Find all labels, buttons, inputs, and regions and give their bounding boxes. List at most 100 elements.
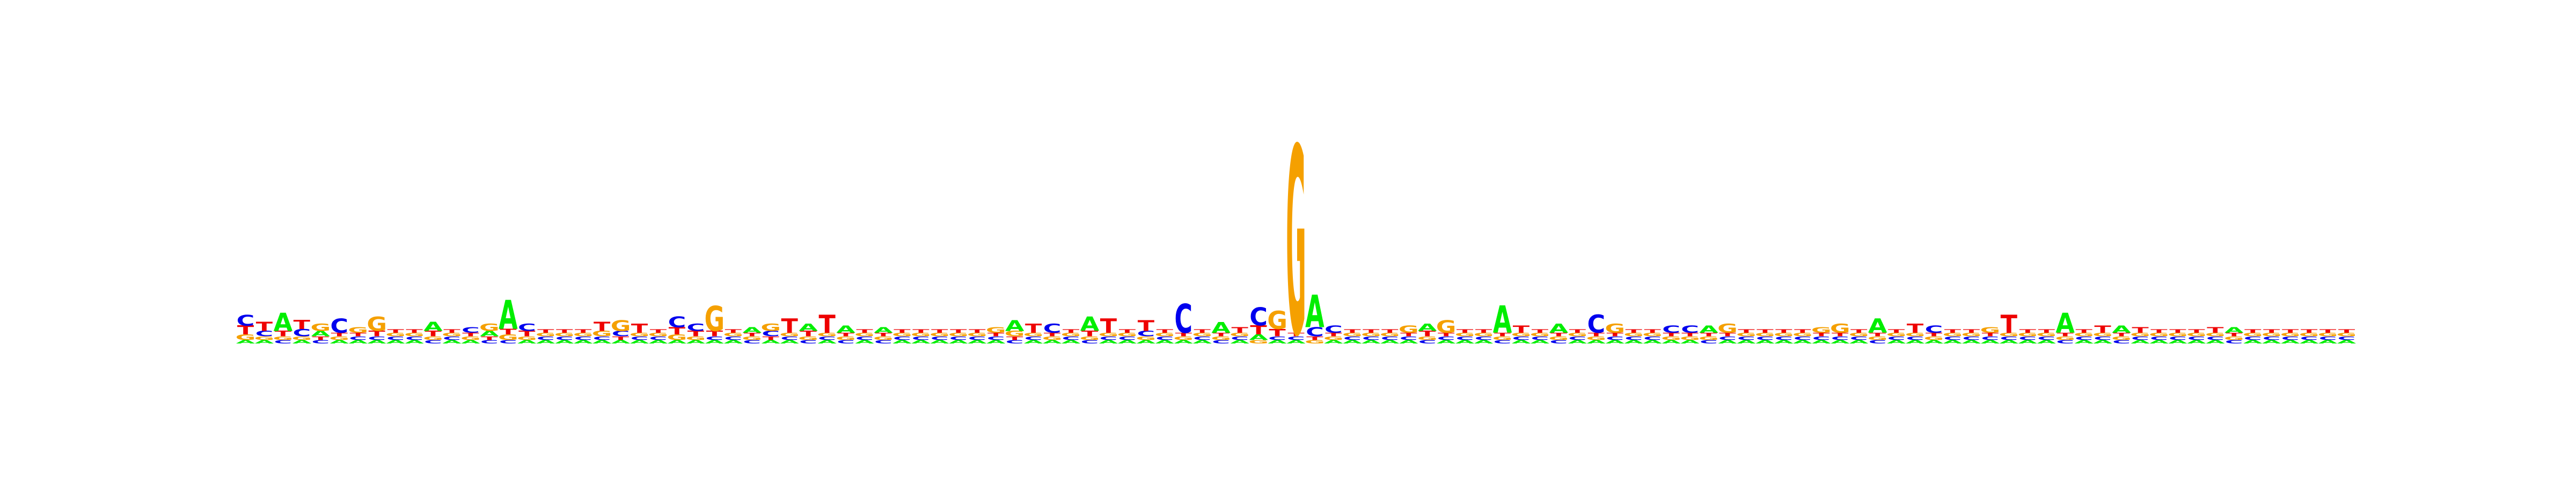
logo-letter-t: T (2301, 328, 2318, 334)
logo-letter-c: C (968, 335, 986, 341)
logo-letter-a: A (2168, 339, 2187, 345)
logo-letter-t: T (2169, 328, 2186, 334)
logo-letter-t: T (837, 332, 854, 338)
logo-letter-t: T (2038, 328, 2055, 334)
logo-letter-g: G (1962, 332, 1982, 338)
logo-letter-t: T (1681, 332, 1699, 338)
logo-letter-a: A (1024, 339, 1043, 345)
logo-letter-g: G (1943, 332, 1963, 338)
logo-letter-c: C (1381, 335, 1399, 341)
logo-letter-c: C (1100, 335, 1118, 341)
logo-letter-g: G (536, 332, 556, 338)
logo-letter-a: A (1305, 286, 1324, 338)
logo-letter-c: C (1531, 335, 1549, 341)
logo-letter-t: T (2207, 326, 2223, 334)
logo-letter-a: A (2149, 339, 2169, 345)
logo-letter-t: T (443, 328, 460, 334)
logo-letter-t: T (1569, 328, 1586, 334)
logo-letter-t: T (912, 328, 930, 334)
logo-letter-a: A (1737, 339, 1756, 345)
logo-letter-a: A (855, 339, 874, 345)
logo-letter-t: T (1250, 323, 1267, 338)
logo-letter-t: T (462, 332, 479, 338)
logo-letter-c: C (1963, 335, 1981, 341)
logo-letter-t: T (2282, 328, 2299, 334)
logo-letter-a: A (236, 339, 255, 345)
logo-letter-a: A (423, 319, 443, 334)
logo-letter-c: C (1118, 335, 1137, 341)
logo-letter-g: G (2055, 335, 2075, 341)
logo-letter-c: C (330, 314, 348, 337)
logo-letter-a: A (817, 339, 837, 345)
logo-letter-t: T (1738, 328, 1755, 334)
logo-letter-t: T (500, 328, 516, 336)
logo-letter-g: G (1642, 332, 1663, 338)
logo-letter-g: G (498, 333, 518, 342)
logo-letter-g: G (2299, 332, 2319, 338)
logo-letter-a: A (2131, 339, 2150, 345)
logo-letter-a: A (1831, 339, 1850, 345)
logo-letter-t: T (875, 332, 892, 338)
logo-letter-g: G (1980, 326, 2001, 334)
logo-letter-c: C (386, 335, 405, 341)
logo-letter-g: G (630, 332, 650, 338)
logo-letter-g: G (1061, 332, 1081, 338)
logo-letter-t: T (1063, 328, 1080, 334)
logo-letter-c: C (1306, 325, 1324, 339)
logo-letter-g: G (779, 332, 800, 338)
logo-letter-t: T (669, 326, 686, 337)
logo-letter-t: T (763, 335, 780, 341)
logo-letter-g: G (1417, 335, 1438, 341)
logo-letter-t: T (275, 330, 291, 338)
logo-letter-g: G (611, 317, 631, 334)
logo-letter-a: A (1887, 339, 1906, 345)
logo-letter-g: G (573, 332, 594, 338)
logo-letter-t: T (856, 328, 873, 334)
logo-letter-g: G (1849, 332, 1869, 338)
logo-letter-t: T (1944, 328, 1962, 334)
logo-letter-t: T (350, 332, 367, 338)
logo-letter-g: G (1811, 326, 1832, 334)
logo-letter-c: C (1024, 335, 1043, 341)
logo-letter-a: A (1211, 319, 1231, 336)
logo-letter-g: G (1492, 335, 1513, 341)
logo-letter-a: A (1943, 339, 1963, 345)
logo-letter-g: G (2017, 332, 2038, 338)
logo-letter-t: T (894, 328, 911, 334)
logo-letter-t: T (594, 319, 611, 334)
logo-letter-g: G (798, 335, 818, 341)
logo-letter-c: C (1944, 335, 1962, 341)
logo-letter-g: G (1230, 332, 1250, 338)
logo-letter-c: C (1550, 339, 1568, 345)
logo-letter-a: A (1793, 339, 1812, 345)
logo-letter-c: C (1418, 339, 1437, 345)
logo-letter-a: A (2224, 326, 2244, 334)
logo-letter-g: G (1792, 332, 1813, 338)
logo-letter-a: A (911, 339, 931, 345)
logo-letter-g: G (1173, 335, 1194, 341)
logo-letter-t: T (781, 314, 799, 337)
logo-letter-g: G (723, 332, 743, 338)
logo-letter-a: A (2337, 339, 2357, 345)
logo-letter-c: C (2112, 339, 2131, 345)
logo-letter-a: A (724, 339, 743, 345)
logo-letter-a: A (1849, 339, 1869, 345)
logo-letter-g: G (1549, 335, 1569, 341)
